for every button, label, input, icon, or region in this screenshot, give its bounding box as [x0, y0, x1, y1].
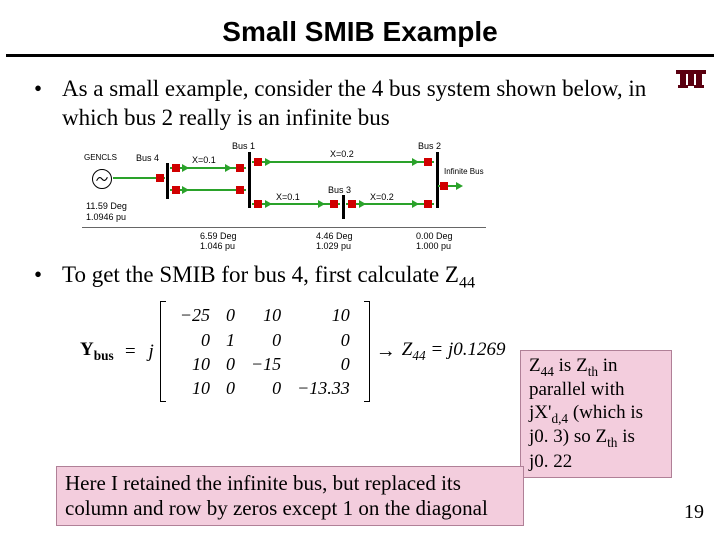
bus-diagram: GENCLS Bus 4 Bus 1 Bus 3 Bus 2 Infinite …	[80, 139, 488, 251]
marker	[254, 200, 262, 208]
bus1-label: Bus 1	[232, 141, 255, 151]
arrow-icon	[456, 182, 463, 190]
bullet-dot: •	[34, 261, 62, 294]
slide-title: Small SMIB Example	[0, 0, 720, 54]
bus2-label: Bus 2	[418, 141, 441, 151]
marker	[254, 158, 262, 166]
bus3-bar	[342, 195, 345, 219]
bus4-pu: 1.0946 pu	[86, 212, 126, 222]
z44-result: Z44 = j0.1269	[402, 339, 506, 364]
arrow-icon	[182, 186, 189, 194]
arrow-icon	[412, 200, 419, 208]
arrow-icon	[412, 158, 419, 166]
gen-label: GENCLS	[84, 153, 117, 162]
marker	[424, 158, 432, 166]
bullet-1: • As a small example, consider the 4 bus…	[34, 75, 686, 133]
equals: =	[124, 341, 137, 363]
bullet-2: • To get the SMIB for bus 4, first calcu…	[34, 261, 686, 294]
marker	[424, 200, 432, 208]
marker	[330, 200, 338, 208]
atm-logo	[674, 66, 708, 90]
arrow-icon	[265, 158, 272, 166]
bus3-label: Bus 3	[328, 185, 351, 195]
bus4-bar	[166, 163, 169, 199]
bus4-deg: 11.59 Deg	[86, 201, 127, 211]
footer-note: Here I retained the infinite bus, but re…	[56, 466, 524, 526]
bus3-pu: 1.029 pu	[316, 241, 351, 251]
marker	[236, 164, 244, 172]
x-1-2: X=0.2	[330, 149, 354, 159]
bus3-deg: 4.46 Deg	[316, 231, 353, 241]
marker	[348, 200, 356, 208]
bus2-pu: 1.000 pu	[416, 241, 451, 251]
x-4-1: X=0.1	[192, 155, 216, 165]
arrow-icon	[182, 164, 189, 172]
generator-icon	[92, 169, 112, 189]
bullet-2-text: To get the SMIB for bus 4, first calcula…	[62, 261, 475, 294]
bus2-deg: 0.00 Deg	[416, 231, 453, 241]
bullet-1-text: As a small example, consider the 4 bus s…	[62, 75, 686, 133]
footer-rule	[82, 227, 486, 228]
bus4-label: Bus 4	[136, 153, 159, 163]
marker	[236, 186, 244, 194]
x-3-2: X=0.2	[370, 192, 394, 202]
bus1-deg: 6.59 Deg	[200, 231, 237, 241]
line-1-2	[252, 161, 434, 163]
marker	[156, 174, 164, 182]
page-number: 19	[684, 501, 704, 524]
implies-arrow-icon: →	[376, 340, 396, 363]
ybus-matrix: −2501010 0100 100−150 1000−13.33	[160, 301, 370, 402]
marker	[172, 186, 180, 194]
bus1-bar	[248, 152, 251, 208]
arrow-icon	[359, 200, 366, 208]
arrow-icon	[318, 200, 325, 208]
side-note: Z44 is Zth in parallel with jX'd,4 (whic…	[520, 350, 672, 478]
j-symbol: j	[149, 341, 154, 363]
ybus-symbol: Ybus	[80, 339, 114, 364]
matrix-table: −2501010 0100 100−150 1000−13.33	[172, 303, 358, 400]
bullet-dot: •	[34, 75, 62, 133]
arrow-icon	[225, 164, 232, 172]
bus1-pu: 1.046 pu	[200, 241, 235, 251]
marker	[172, 164, 180, 172]
arrow-icon	[265, 200, 272, 208]
x-1-3: X=0.1	[276, 192, 300, 202]
inf-bus-label: Infinite Bus	[444, 167, 484, 176]
marker	[440, 182, 448, 190]
bus2-bar	[436, 152, 439, 208]
